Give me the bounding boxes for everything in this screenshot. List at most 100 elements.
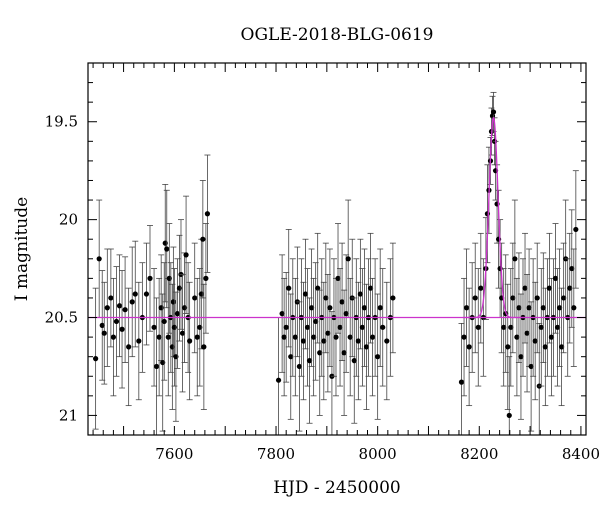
- point-marker: [571, 305, 577, 311]
- point-marker: [333, 334, 339, 340]
- data-point: [146, 225, 153, 332]
- point-marker: [345, 256, 351, 262]
- point-marker: [363, 344, 370, 350]
- point-marker: [204, 211, 211, 217]
- data-point: [204, 154, 211, 273]
- data-point: [170, 246, 177, 358]
- point-marker: [573, 226, 579, 233]
- data-point: [339, 242, 346, 362]
- point-marker: [151, 324, 157, 330]
- data-point: [383, 281, 390, 401]
- x-tick-label: 8400: [562, 445, 600, 463]
- data-point: [113, 266, 120, 377]
- x-axis-label: HJD - 2450000: [273, 478, 401, 498]
- point-marker: [275, 377, 282, 383]
- point-marker: [311, 334, 317, 340]
- point-marker: [300, 338, 307, 344]
- point-marker: [505, 344, 511, 350]
- point-marker: [384, 338, 390, 344]
- data-point: [174, 258, 181, 369]
- point-marker: [292, 334, 298, 340]
- point-marker: [296, 363, 302, 370]
- point-marker: [99, 322, 105, 328]
- point-marker: [183, 252, 189, 258]
- point-marker: [200, 236, 206, 242]
- point-marker: [96, 256, 102, 262]
- data-point: [341, 289, 348, 416]
- point-marker: [561, 295, 567, 301]
- point-marker: [546, 285, 553, 291]
- point-marker: [490, 109, 497, 115]
- point-marker: [463, 305, 470, 311]
- data-point: [314, 232, 321, 344]
- point-marker: [161, 318, 167, 325]
- data-point: [506, 356, 513, 435]
- point-marker: [281, 334, 287, 340]
- data-point: [389, 242, 396, 354]
- data-point: [296, 301, 303, 432]
- data-point: [122, 256, 129, 363]
- point-marker: [556, 305, 563, 311]
- data-point: [143, 242, 150, 346]
- data-point: [538, 268, 545, 387]
- point-marker: [174, 311, 181, 317]
- data-point: [379, 268, 386, 387]
- point-marker: [339, 299, 345, 305]
- point-marker: [369, 334, 376, 340]
- data-point: [316, 289, 323, 416]
- data-point: [367, 232, 374, 344]
- point-marker: [512, 256, 518, 262]
- point-marker: [325, 330, 331, 336]
- y-tick-label: 20.5: [45, 309, 78, 327]
- data-point: [310, 277, 317, 397]
- point-marker: [279, 311, 285, 317]
- data-point: [335, 223, 342, 334]
- data-point: [132, 240, 139, 348]
- data-point: [374, 293, 381, 420]
- data-point: [283, 272, 290, 383]
- point-marker: [390, 295, 396, 301]
- point-marker: [187, 338, 193, 344]
- point-marker: [286, 285, 292, 291]
- point-marker: [514, 334, 520, 340]
- data-point: [472, 242, 479, 354]
- point-marker: [559, 344, 565, 350]
- point-marker: [283, 324, 289, 330]
- data-point: [546, 232, 553, 344]
- data-point: [357, 238, 364, 350]
- point-marker: [132, 291, 138, 297]
- data-point: [517, 293, 524, 420]
- point-marker: [165, 334, 171, 340]
- point-marker: [458, 379, 465, 385]
- point-marker: [347, 334, 353, 340]
- point-marker: [317, 350, 323, 356]
- data-point: [104, 248, 111, 367]
- chart-title: OGLE-2018-BLG-0619: [241, 25, 434, 45]
- y-axis-label: I magnitude: [12, 197, 32, 301]
- data-point: [119, 270, 126, 389]
- y-tick-label: 21: [59, 406, 78, 424]
- point-marker: [534, 295, 540, 301]
- point-marker: [110, 334, 117, 340]
- point-marker: [528, 363, 534, 370]
- data-point: [163, 189, 170, 309]
- point-marker: [355, 338, 361, 344]
- point-marker: [335, 275, 341, 281]
- data-points-layer: [92, 91, 579, 435]
- x-tick-label: 8000: [359, 445, 397, 463]
- data-point: [560, 242, 567, 354]
- data-point: [292, 277, 299, 397]
- data-point: [552, 223, 559, 334]
- point-marker: [113, 318, 120, 325]
- point-marker: [532, 338, 538, 344]
- data-point: [477, 232, 484, 344]
- point-marker: [524, 330, 530, 336]
- point-marker: [508, 324, 514, 330]
- point-marker: [526, 305, 532, 311]
- x-axis: 7600 7800 8000 8200 8400: [92, 63, 600, 463]
- data-point: [458, 322, 465, 435]
- point-marker: [567, 285, 573, 291]
- point-marker: [116, 303, 123, 309]
- data-point: [199, 180, 206, 299]
